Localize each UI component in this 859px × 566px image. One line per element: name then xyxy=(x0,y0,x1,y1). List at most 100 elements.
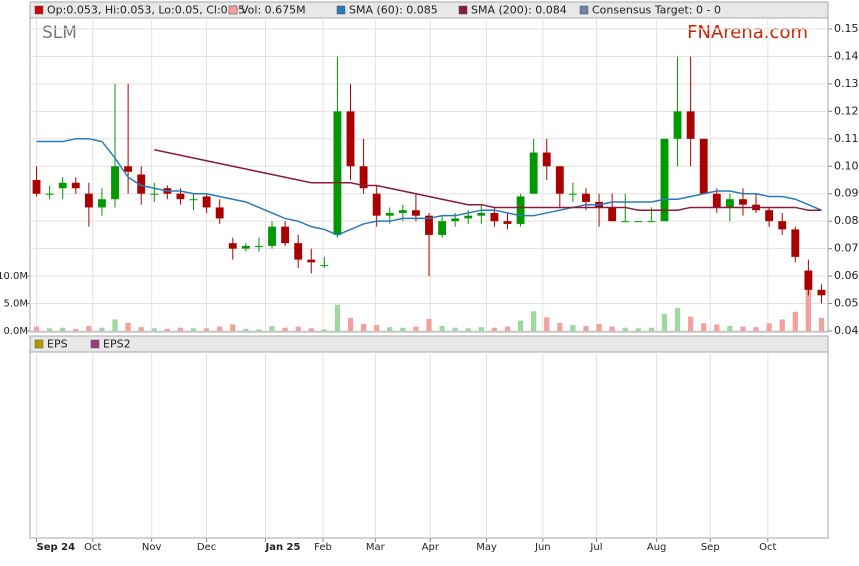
volume-bar xyxy=(164,328,170,331)
candle-body xyxy=(215,207,224,219)
y-tick-label: 0.06 xyxy=(834,269,859,282)
volume-bar xyxy=(374,324,380,331)
candle-body xyxy=(817,289,826,296)
volume-bar xyxy=(203,328,210,331)
sma-line xyxy=(154,149,822,211)
volume-bar xyxy=(151,328,157,331)
volume-bar xyxy=(740,326,746,331)
volume-bar xyxy=(413,326,419,331)
candle-body xyxy=(529,152,538,194)
volume-bar xyxy=(609,326,615,331)
volume-bar xyxy=(426,318,432,331)
candle-body xyxy=(411,210,420,216)
volume-bar xyxy=(99,327,105,331)
legend-label: EPS2 xyxy=(103,338,131,351)
x-tick-label: Oct xyxy=(84,542,101,553)
volume-bar xyxy=(33,326,40,331)
legend-swatch xyxy=(579,5,589,15)
volume-bar xyxy=(190,328,197,331)
price-panel xyxy=(29,17,829,333)
candle-body xyxy=(464,215,473,219)
volume-bar xyxy=(112,319,118,331)
candle-body xyxy=(71,182,80,189)
vol-tick-label: 0.0M xyxy=(3,326,28,337)
candle-body xyxy=(111,166,119,200)
candle-body xyxy=(660,138,669,222)
candle-body xyxy=(765,210,774,222)
candle-body xyxy=(372,193,381,216)
volume-bar xyxy=(544,317,550,331)
candle-body xyxy=(791,229,800,257)
candle-body xyxy=(582,193,590,202)
volume-bar xyxy=(805,277,811,331)
volume-bar xyxy=(321,329,327,331)
x-tick-label: Apr xyxy=(422,542,440,553)
candle-body xyxy=(241,245,250,249)
volume-bar xyxy=(217,326,223,331)
volume-bar xyxy=(138,327,144,331)
volume-bar xyxy=(635,328,641,331)
legend-swatch xyxy=(34,339,44,349)
candle-body xyxy=(686,111,695,139)
x-tick-label: Jan 25 xyxy=(264,542,300,553)
volume-bar xyxy=(504,326,511,331)
volume-bar xyxy=(452,327,458,331)
candle-body xyxy=(503,221,512,224)
candle-body xyxy=(202,196,211,208)
volume-bar xyxy=(674,307,681,331)
x-tick-label: Dec xyxy=(197,542,216,553)
candle-body xyxy=(307,259,316,263)
volume-bar xyxy=(439,326,445,331)
volume-bar xyxy=(714,324,720,331)
volume-bar xyxy=(334,304,341,331)
volume-bar xyxy=(465,328,471,331)
candle-body xyxy=(699,138,708,194)
vol-tick-label: 5.0M xyxy=(3,299,28,310)
candle-body xyxy=(398,210,407,213)
candle-body xyxy=(778,221,787,230)
candle-body xyxy=(294,243,303,260)
legend-label: SMA (60): 0.085 xyxy=(349,4,438,17)
candle-body xyxy=(176,193,185,200)
candle-body xyxy=(673,111,682,139)
volume-bar xyxy=(701,323,707,331)
legend-label: EPS xyxy=(47,338,68,351)
x-tick-label: Feb xyxy=(314,542,332,553)
vol-tick-label: 10.0M xyxy=(0,271,28,282)
volume-bar xyxy=(282,327,288,331)
volume-bar xyxy=(256,329,262,331)
volume-bar xyxy=(478,327,484,331)
volume-bar xyxy=(177,327,184,331)
candle-body xyxy=(739,199,747,205)
legend-label: Op:0.053, Hi:0.053, Lo:0.05, Cl:0.05 xyxy=(47,4,245,17)
volume-bar xyxy=(661,313,668,331)
candle-body xyxy=(228,243,237,249)
candle-body xyxy=(137,174,146,194)
x-tick-label: Jun xyxy=(534,542,551,553)
volume-bar xyxy=(531,311,537,331)
candle-body xyxy=(804,270,813,290)
legend-swatch xyxy=(34,5,44,15)
candle-body xyxy=(385,212,394,216)
volume-bar xyxy=(295,326,301,331)
candle-body xyxy=(608,207,617,222)
volume-bar xyxy=(387,327,393,331)
candle-body xyxy=(124,166,133,172)
candle-body xyxy=(98,199,106,208)
volume-bar xyxy=(243,328,249,331)
candle-body xyxy=(634,221,643,223)
candle-body xyxy=(438,221,447,235)
y-tick-label: 0.08 xyxy=(834,214,859,227)
y-tick-label: 0.15 xyxy=(834,22,859,35)
y-tick-label: 0.12 xyxy=(834,104,859,117)
volume-bar xyxy=(753,327,759,331)
volume-bar xyxy=(622,327,628,331)
candle-body xyxy=(333,111,342,235)
volume-bar xyxy=(47,328,53,331)
candle-body xyxy=(425,215,433,235)
volume-bar xyxy=(688,316,694,331)
candle-body xyxy=(45,193,54,195)
candle-body xyxy=(725,199,734,208)
